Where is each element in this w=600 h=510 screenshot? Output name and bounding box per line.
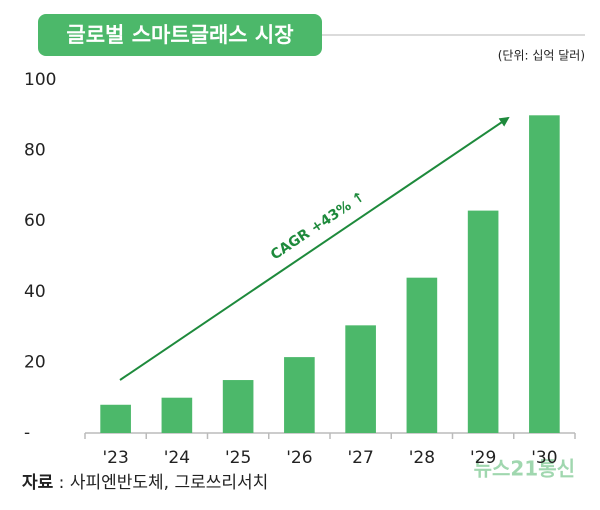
y-tick-label: 40: [24, 282, 46, 302]
bar: [467, 210, 499, 433]
x-tick-label: '30: [531, 448, 557, 468]
bar: [529, 115, 560, 434]
x-tick-label: '26: [286, 448, 312, 468]
y-tick-label: 80: [24, 141, 46, 161]
title-box: [38, 14, 322, 56]
bar: [406, 277, 438, 433]
cagr-annotation: CAGR +43% ↑: [268, 189, 368, 264]
bar: [100, 404, 131, 433]
trend-arrow: [119, 116, 510, 381]
watermark: 뉴스21통신: [474, 457, 575, 481]
y-tick-label: -: [24, 423, 30, 443]
y-tick-label: 20: [24, 352, 46, 372]
y-tick-label: 60: [24, 211, 46, 231]
x-tick-label: '24: [164, 448, 190, 468]
x-tick-label: '25: [225, 448, 251, 468]
x-tick-label: '28: [409, 448, 435, 468]
source-text: : 사피엔반도체, 그로쓰리서치: [53, 473, 268, 493]
unit-label: (단위: 십억 달러): [498, 49, 585, 63]
bar: [161, 397, 193, 433]
bar: [345, 325, 376, 433]
bar: [284, 357, 315, 433]
x-tick-label: '27: [347, 448, 373, 468]
y-tick-label: 100: [24, 70, 56, 90]
source-label: 자료: [22, 473, 54, 493]
x-tick-label: '29: [470, 448, 496, 468]
x-tick-label: '23: [102, 448, 128, 468]
source-label: 자료 : 사피엔반도체, 그로쓰리서치: [22, 473, 268, 493]
chart-title: 글로벌 스마트글래스 시장: [66, 23, 293, 47]
bar: [222, 380, 254, 433]
